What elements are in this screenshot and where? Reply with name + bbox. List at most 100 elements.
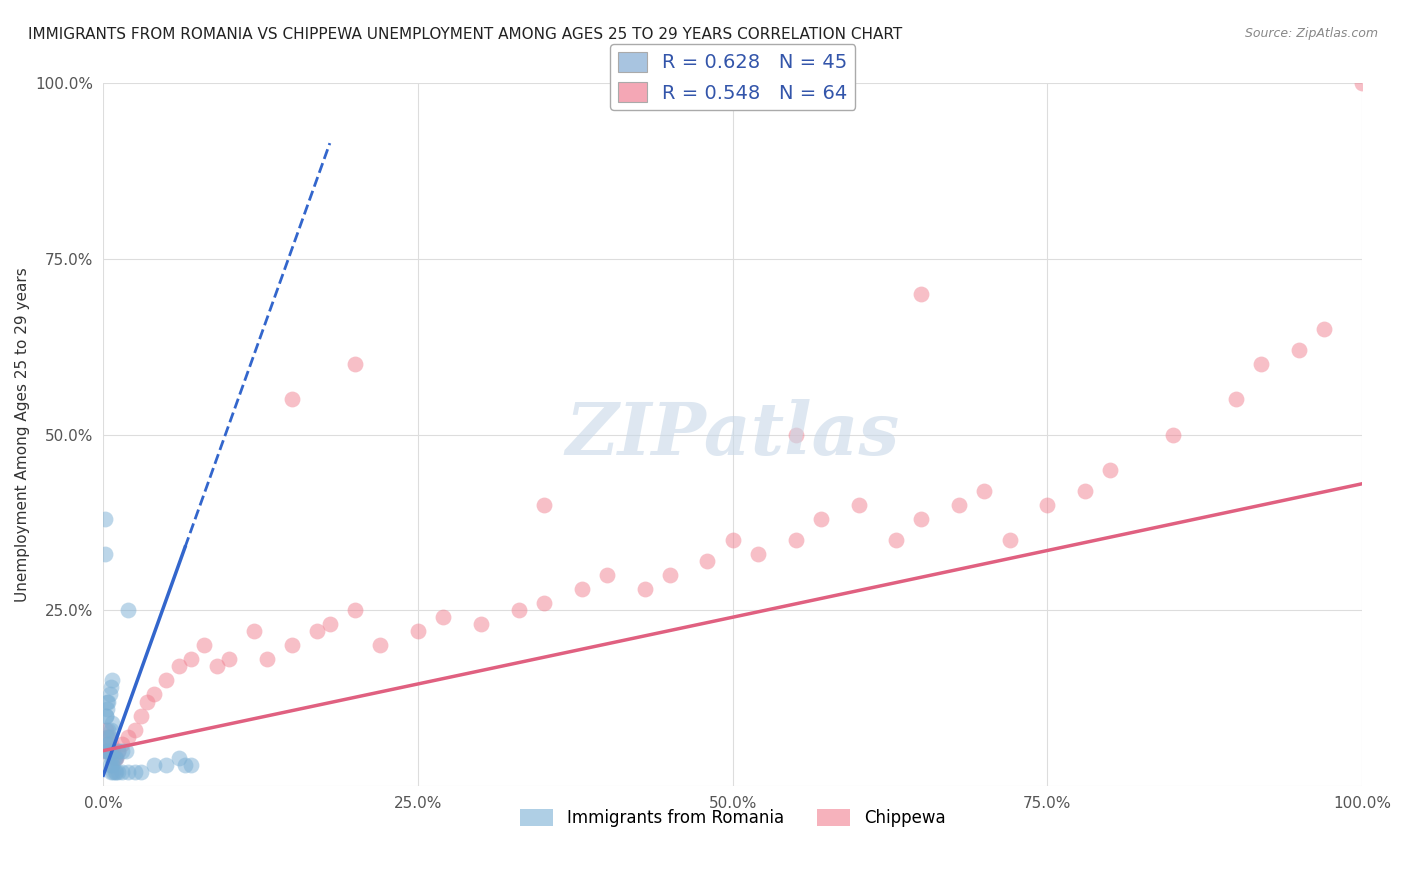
Point — [111, 737, 134, 751]
Point — [100, 737, 122, 751]
Point — [1351, 77, 1374, 91]
Point — [96, 701, 118, 715]
Point — [107, 744, 129, 758]
Point — [93, 744, 115, 758]
Point — [167, 750, 190, 764]
Point — [94, 708, 117, 723]
Point — [155, 757, 177, 772]
Point — [174, 757, 197, 772]
Point — [696, 554, 718, 568]
Point — [97, 730, 120, 744]
Point — [747, 547, 769, 561]
Point — [98, 730, 121, 744]
Point — [94, 708, 117, 723]
Point — [96, 744, 118, 758]
Point — [1250, 357, 1272, 371]
Point — [307, 624, 329, 639]
Point — [721, 533, 744, 547]
Point — [96, 694, 118, 708]
Point — [103, 744, 125, 758]
Point — [948, 498, 970, 512]
Point — [101, 673, 124, 688]
Point — [101, 715, 124, 730]
Point — [344, 603, 367, 617]
Point — [97, 737, 120, 751]
Point — [406, 624, 429, 639]
Text: IMMIGRANTS FROM ROMANIA VS CHIPPEWA UNEMPLOYMENT AMONG AGES 25 TO 29 YEARS CORRE: IMMIGRANTS FROM ROMANIA VS CHIPPEWA UNEM… — [28, 27, 903, 42]
Point — [117, 603, 139, 617]
Point — [633, 582, 655, 596]
Point — [658, 568, 681, 582]
Point — [97, 723, 120, 737]
Point — [910, 287, 932, 301]
Point — [100, 723, 122, 737]
Point — [785, 533, 807, 547]
Point — [93, 547, 115, 561]
Point — [93, 512, 115, 526]
Point — [124, 764, 146, 779]
Text: Source: ZipAtlas.com: Source: ZipAtlas.com — [1244, 27, 1378, 40]
Point — [104, 750, 127, 764]
Point — [129, 708, 152, 723]
Point — [167, 659, 190, 673]
Point — [281, 392, 304, 407]
Point — [218, 652, 240, 666]
Point — [96, 730, 118, 744]
Point — [107, 764, 129, 779]
Legend: Immigrants from Romania, Chippewa: Immigrants from Romania, Chippewa — [513, 802, 952, 834]
Point — [104, 764, 127, 779]
Point — [104, 750, 127, 764]
Point — [111, 764, 134, 779]
Point — [117, 764, 139, 779]
Point — [124, 723, 146, 737]
Point — [98, 757, 121, 772]
Point — [1074, 483, 1097, 498]
Point — [142, 688, 165, 702]
Point — [1099, 463, 1122, 477]
Point — [180, 757, 202, 772]
Point — [973, 483, 995, 498]
Point — [101, 744, 124, 758]
Point — [344, 357, 367, 371]
Point — [180, 652, 202, 666]
Point — [107, 744, 129, 758]
Point — [98, 688, 121, 702]
Point — [533, 498, 555, 512]
Point — [1288, 343, 1310, 358]
Point — [96, 744, 118, 758]
Point — [94, 744, 117, 758]
Point — [243, 624, 266, 639]
Point — [142, 757, 165, 772]
Point — [1036, 498, 1059, 512]
Point — [103, 750, 125, 764]
Point — [115, 744, 138, 758]
Point — [848, 498, 870, 512]
Point — [785, 427, 807, 442]
Point — [1225, 392, 1247, 407]
Point — [96, 737, 118, 751]
Point — [205, 659, 228, 673]
Point — [136, 694, 159, 708]
Point — [508, 603, 530, 617]
Point — [1161, 427, 1184, 442]
Point — [104, 750, 127, 764]
Text: ZIPatlas: ZIPatlas — [565, 399, 900, 470]
Point — [98, 744, 121, 758]
Point — [117, 730, 139, 744]
Point — [910, 512, 932, 526]
Point — [103, 764, 125, 779]
Point — [97, 744, 120, 758]
Point — [432, 610, 454, 624]
Y-axis label: Unemployment Among Ages 25 to 29 years: Unemployment Among Ages 25 to 29 years — [15, 268, 30, 602]
Point — [998, 533, 1021, 547]
Point — [100, 681, 122, 695]
Point — [100, 764, 122, 779]
Point — [319, 617, 342, 632]
Point — [155, 673, 177, 688]
Point — [129, 764, 152, 779]
Point — [98, 744, 121, 758]
Point — [104, 764, 127, 779]
Point — [101, 757, 124, 772]
Point — [571, 582, 593, 596]
Point — [810, 512, 832, 526]
